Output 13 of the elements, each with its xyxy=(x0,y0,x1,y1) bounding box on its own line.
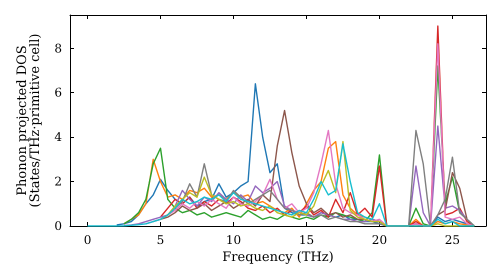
y-tick-label: 2 xyxy=(54,174,62,189)
x-tick-label: 10 xyxy=(226,233,242,247)
x-axis-title: Frequency (THz) xyxy=(222,250,334,265)
x-tick-label: 20 xyxy=(372,233,388,247)
x-tick-label: 15 xyxy=(298,233,314,247)
x-tick-label: 25 xyxy=(444,233,460,247)
x-tick-label: 0 xyxy=(84,233,92,247)
y-tick-label: 0 xyxy=(54,219,62,233)
y-axis-title: Phonon projected DOS (States/THz·primitive cell) xyxy=(15,33,43,208)
y-tick-label: 6 xyxy=(54,86,62,100)
x-tick-label: 5 xyxy=(156,233,164,247)
y-tick-label: 4 xyxy=(54,130,62,144)
y-tick-label: 8 xyxy=(54,41,62,56)
